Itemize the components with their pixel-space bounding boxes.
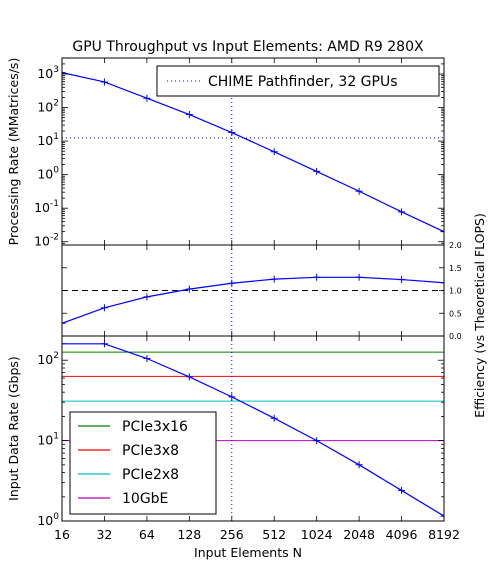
y-axis-label-efficiency: Efficiency (vs Theoretical FLOPS) [472, 213, 487, 418]
y-tick-label-efficiency: 0.5 [449, 309, 462, 318]
y-tick-base: 10 [34, 234, 50, 249]
x-tick-label: 4096 [386, 527, 418, 542]
data-point-efficiency-64 [143, 293, 151, 301]
data-point-datarate-64 [143, 354, 151, 362]
x-tick-label: 64 [139, 527, 155, 542]
y-tick-label-efficiency: 2.0 [449, 241, 462, 250]
data-point-datarate-4096 [398, 486, 406, 494]
x-tick-label: 32 [96, 527, 112, 542]
y-tick-exponent: 0 [53, 512, 59, 522]
x-axis-label: Input Elements N [194, 545, 302, 560]
y-tick-exponent: 2 [53, 99, 59, 109]
y-tick-label-processing: 10-1 [34, 199, 59, 215]
data-point-datarate-1024 [313, 437, 321, 445]
series-line-efficiency [62, 276, 444, 324]
y-tick-base: 10 [37, 513, 53, 528]
chart-title: GPU Throughput vs Input Elements: AMD R9… [72, 39, 424, 55]
y-tick-label-efficiency: 1.5 [449, 264, 462, 273]
y-tick-exponent: 2 [53, 351, 59, 361]
series-line-processing [62, 72, 444, 233]
y-tick-label-processing: 103 [37, 65, 59, 81]
y-tick-exponent: -1 [50, 199, 59, 209]
data-point-efficiency-2048 [355, 273, 363, 281]
data-point-efficiency-32 [100, 304, 108, 312]
legend-label-pcie2x8: PCIe2x8 [122, 467, 179, 483]
data-point-processing-64 [143, 94, 151, 102]
panel-datarate-frame [61, 335, 445, 522]
data-point-datarate-16 [62, 340, 66, 348]
y-tick-label-processing: 100 [37, 166, 59, 182]
legend-label-gbe10: 10GbE [122, 491, 168, 507]
y-tick-label-datarate: 102 [37, 351, 59, 367]
y-tick-base: 10 [37, 100, 53, 115]
panel-efficiency: 0.0 0.5 1.0 1.5 2.0 Efficiency (vs Theoretica… [61, 213, 487, 418]
data-point-efficiency-8192 [440, 279, 444, 287]
data-point-processing-32 [100, 78, 108, 86]
y-tick-exponent: -2 [50, 233, 59, 243]
legend-label: CHIME Pathfinder, 32 GPUs [208, 74, 398, 90]
y-tick-exponent: 3 [53, 65, 59, 75]
panel-datarate-plot-area [62, 336, 444, 521]
y-tick-label-processing: 101 [37, 132, 59, 148]
y-tick-base: 10 [37, 433, 53, 448]
data-point-efficiency-512 [270, 275, 278, 283]
y-axis-label-processing: Processing Rate (MMatrices/s) [6, 58, 21, 246]
y-tick-exponent: 1 [53, 432, 59, 442]
y-tick-base: 10 [34, 200, 50, 215]
x-tick-label: 1024 [301, 527, 333, 542]
legend-datarate: PCIe3x16 PCIe3x8 PCIe2x8 10GbE [69, 411, 217, 515]
legend-box [69, 411, 217, 515]
data-point-efficiency-256 [228, 279, 236, 287]
data-point-datarate-256 [228, 393, 236, 401]
legend-label-pcie3x16: PCIe3x16 [122, 419, 188, 435]
x-tick-label: 256 [220, 527, 244, 542]
data-point-processing-1024 [313, 167, 321, 175]
data-point-processing-512 [270, 148, 278, 156]
data-point-processing-128 [185, 111, 193, 119]
data-point-datarate-32 [100, 340, 108, 348]
x-tick-label: 2048 [343, 527, 375, 542]
y-tick-exponent: 1 [53, 132, 59, 142]
y-tick-base: 10 [37, 352, 53, 367]
x-tick-label: 8192 [428, 527, 460, 542]
series-line-datarate [62, 343, 444, 517]
data-point-processing-256 [228, 129, 236, 137]
data-point-processing-2048 [355, 187, 363, 195]
legend-box [156, 65, 440, 97]
y-tick-label-processing: 10-2 [34, 233, 59, 249]
y-tick-label-efficiency: 1.0 [449, 287, 462, 296]
legend-processing: CHIME Pathfinder, 32 GPUs [156, 65, 440, 97]
data-point-datarate-2048 [355, 461, 363, 469]
data-point-processing-4096 [398, 208, 406, 216]
data-point-efficiency-1024 [313, 273, 321, 281]
y-tick-label-datarate: 101 [37, 432, 59, 448]
data-point-efficiency-4096 [398, 276, 406, 284]
data-point-datarate-128 [185, 373, 193, 381]
x-tick-label: 16 [54, 527, 70, 542]
y-tick-label-datarate: 100 [37, 512, 59, 528]
data-point-efficiency-128 [185, 285, 193, 293]
y-tick-exponent: 0 [53, 166, 59, 176]
panel-efficiency-plot-area [62, 245, 444, 336]
data-point-efficiency-16 [62, 319, 66, 327]
y-axis-label-datarate: Input Data Rate (Gbps) [6, 356, 21, 501]
data-point-datarate-512 [270, 414, 278, 422]
x-tick-label: 128 [177, 527, 201, 542]
data-point-processing-16 [62, 69, 66, 77]
y-tick-base: 10 [37, 133, 53, 148]
data-point-datarate-8192 [440, 512, 444, 520]
y-tick-base: 10 [37, 167, 53, 182]
legend-label-pcie3x8: PCIe3x8 [122, 443, 179, 459]
y-tick-base: 10 [37, 66, 53, 81]
y-tick-label-efficiency: 0.0 [449, 332, 462, 341]
x-tick-label: 512 [262, 527, 286, 542]
y-tick-label-processing: 102 [37, 99, 59, 115]
